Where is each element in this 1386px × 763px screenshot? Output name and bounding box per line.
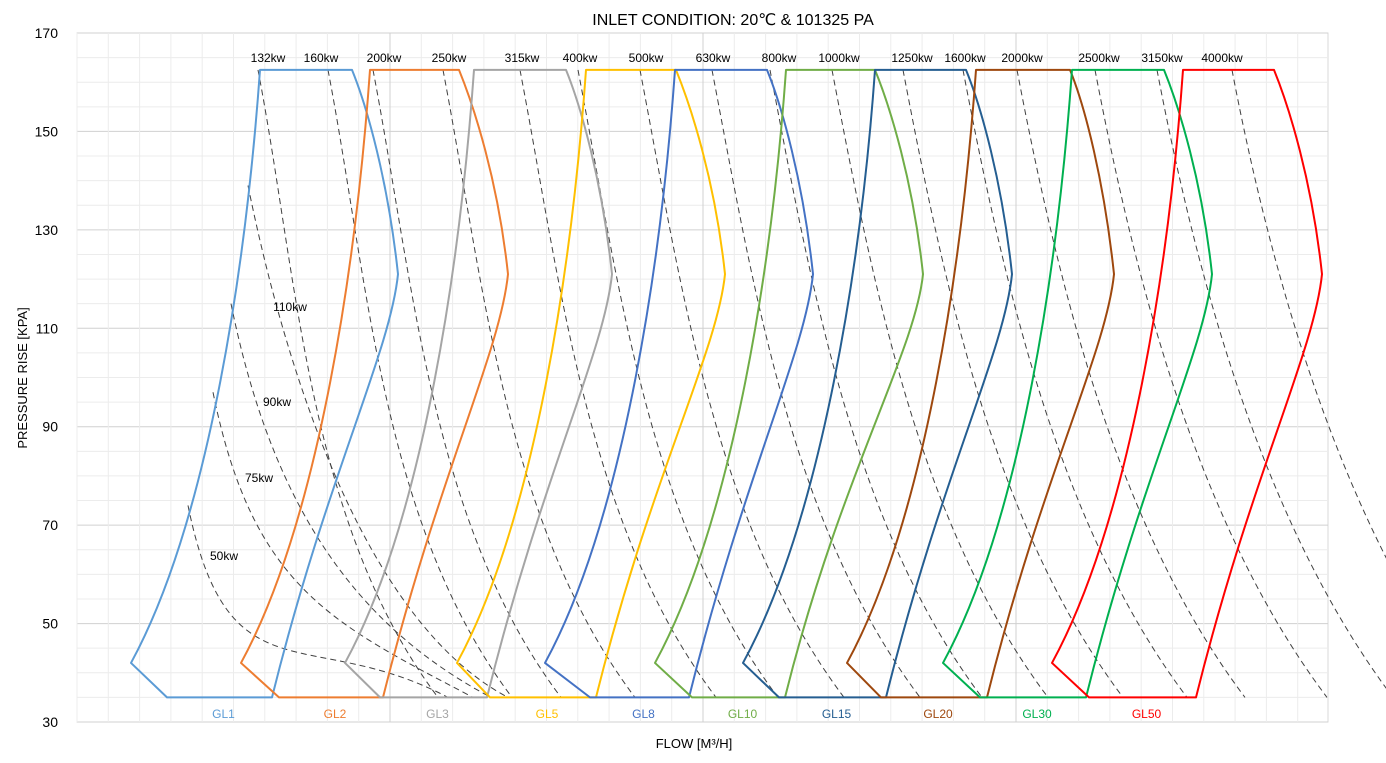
power-label-top: 2500kw xyxy=(1078,51,1120,65)
series-labels: GL1 GL2 GL3 GL5 GL8 GL10 GL15 GL20 GL30 GL50 xyxy=(212,707,1161,721)
power-line xyxy=(1231,69,1386,559)
power-line xyxy=(372,69,562,698)
power-label-top: 500kw xyxy=(629,51,664,65)
power-label-top: 132kw xyxy=(251,51,286,65)
power-label-top: 250kw xyxy=(432,51,467,65)
series-label-gl3: GL3 xyxy=(426,707,449,721)
power-label-top: 800kw xyxy=(762,51,797,65)
y-tick-label: 30 xyxy=(42,714,58,730)
power-labels: 132kw 160kw 200kw 250kw 315kw 400kw 500kw 630kw… xyxy=(210,51,1243,563)
y-tick-label: 110 xyxy=(36,320,59,336)
power-label-left: 50kw xyxy=(210,549,238,563)
series-label-gl50: GL50 xyxy=(1132,707,1162,721)
series-label-gl15: GL15 xyxy=(822,707,852,721)
power-label-left: 90kw xyxy=(263,395,291,409)
power-line xyxy=(519,69,717,698)
series-label-gl8: GL8 xyxy=(632,707,655,721)
power-line xyxy=(230,303,492,698)
power-label-top: 1000kw xyxy=(818,51,860,65)
power-line xyxy=(187,505,449,698)
series-curve-gl50 xyxy=(1051,68,1323,699)
series-label-gl1: GL1 xyxy=(212,707,235,721)
power-line xyxy=(902,69,1124,698)
series-label-gl2: GL2 xyxy=(324,707,347,721)
power-line xyxy=(962,69,1188,698)
power-line xyxy=(577,69,779,698)
power-line xyxy=(831,69,1049,698)
series-curve-gl10 xyxy=(654,68,924,699)
power-label-top: 1600kw xyxy=(944,51,986,65)
series-label-gl5: GL5 xyxy=(536,707,559,721)
power-line xyxy=(442,69,636,698)
power-label-top: 315kw xyxy=(505,51,540,65)
series-curve-gl30 xyxy=(942,68,1213,699)
power-line xyxy=(212,392,474,698)
series-curve-gl20 xyxy=(846,68,1115,699)
grid xyxy=(76,32,1329,723)
curves xyxy=(130,68,1323,699)
y-tick-label: 130 xyxy=(35,222,59,238)
y-tick-label: 70 xyxy=(42,517,58,533)
power-label-top: 200kw xyxy=(367,51,402,65)
y-tick-label: 50 xyxy=(42,616,58,632)
power-line xyxy=(1094,69,1328,698)
power-line xyxy=(1016,69,1246,698)
series-curve-gl15 xyxy=(742,68,1013,699)
power-label-top: 160kw xyxy=(304,51,339,65)
y-tick-label: 90 xyxy=(42,419,58,435)
power-line xyxy=(257,69,439,698)
series-label-gl30: GL30 xyxy=(1022,707,1052,721)
power-line xyxy=(639,69,845,698)
power-line xyxy=(327,69,513,698)
y-axis-label: PRESSURE RISE [KPA] xyxy=(15,307,30,448)
power-label-top: 2000kw xyxy=(1001,51,1043,65)
power-line xyxy=(769,69,983,698)
y-tick-label: 150 xyxy=(35,123,59,139)
power-label-top: 4000kw xyxy=(1201,51,1243,65)
power-label-top: 1250kw xyxy=(891,51,933,65)
y-tick-labels: 30 50 70 90 110 130 150 170 xyxy=(35,25,59,730)
power-lines xyxy=(187,69,1386,698)
y-tick-label: 170 xyxy=(35,25,59,41)
power-label-left: 75kw xyxy=(245,471,273,485)
power-line xyxy=(711,69,921,698)
power-label-top: 3150kw xyxy=(1141,51,1183,65)
x-axis-label: FLOW [M³/H] xyxy=(656,736,733,751)
series-label-gl20: GL20 xyxy=(923,707,953,721)
series-label-gl10: GL10 xyxy=(728,707,758,721)
power-line xyxy=(247,185,509,698)
power-label-top: 400kw xyxy=(563,51,598,65)
power-label-top: 630kw xyxy=(696,51,731,65)
power-line xyxy=(1156,69,1386,689)
series-curve-gl2 xyxy=(240,68,509,699)
series-curve-gl3 xyxy=(344,68,613,699)
power-label-left: 110kw xyxy=(273,300,307,314)
series-curve-gl8 xyxy=(544,68,814,699)
series-curve-gl1 xyxy=(130,68,399,699)
chart-title: INLET CONDITION: 20℃ & 101325 PA xyxy=(592,12,874,29)
series-curve-gl5 xyxy=(456,68,726,699)
